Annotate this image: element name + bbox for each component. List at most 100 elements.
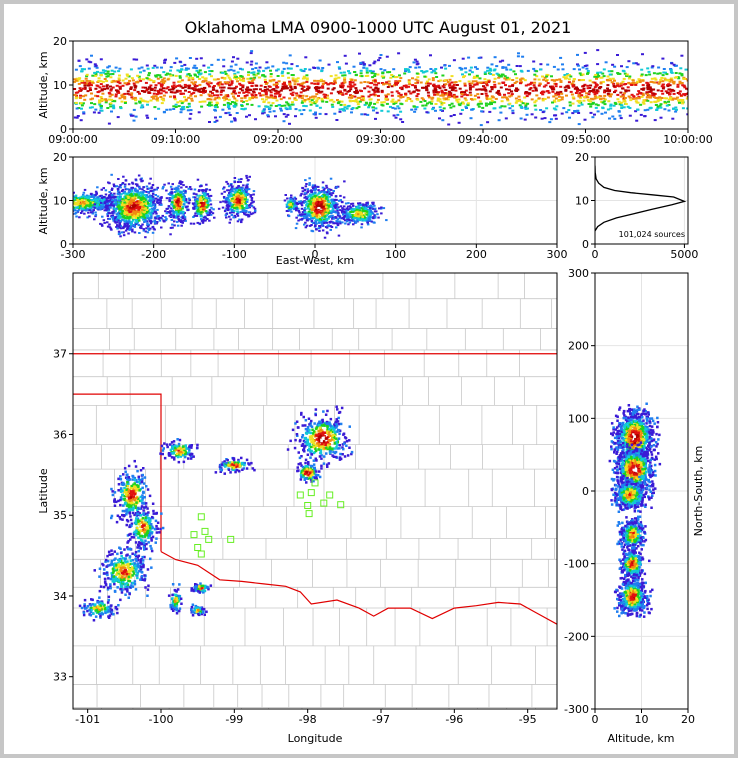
source-dot — [131, 207, 135, 210]
source-dot — [160, 197, 163, 199]
source-dot — [491, 73, 495, 76]
source-dot — [106, 66, 110, 69]
source-dot — [108, 201, 112, 204]
source-dot — [380, 109, 384, 112]
source-dot — [179, 180, 182, 183]
source-dot — [563, 74, 567, 76]
source-dot — [517, 95, 521, 98]
source-dot — [271, 65, 275, 68]
source-dot — [444, 83, 448, 86]
source-dot — [109, 206, 112, 209]
source-dot — [591, 102, 595, 105]
source-dot — [83, 87, 87, 90]
source-dot — [541, 99, 545, 102]
source-dot — [195, 201, 198, 204]
source-dot — [105, 84, 109, 87]
source-dot — [160, 80, 164, 83]
source-dot — [468, 88, 472, 91]
source-dot — [681, 107, 685, 110]
source-dot — [173, 202, 176, 205]
source-dot — [421, 104, 425, 107]
source-dot — [172, 95, 176, 98]
source-dot — [137, 208, 140, 211]
source-dot — [149, 196, 152, 198]
source-dot — [314, 100, 318, 103]
source-dot — [249, 202, 253, 205]
source-dot — [654, 100, 658, 103]
source-dot — [170, 203, 174, 206]
source-dot — [119, 107, 123, 110]
source-dot — [503, 105, 507, 108]
source-dot — [129, 226, 132, 229]
source-dot — [102, 201, 105, 204]
source-dot — [233, 207, 236, 210]
source-dot — [667, 83, 671, 86]
source-dot — [523, 96, 527, 99]
source-dot — [117, 70, 121, 73]
source-dot — [107, 212, 111, 215]
source-dot — [170, 188, 174, 191]
source-dot — [483, 88, 487, 91]
source-dot — [220, 76, 224, 79]
source-dot — [247, 188, 251, 191]
source-dot — [159, 83, 163, 86]
source-dot — [282, 96, 286, 99]
source-dot — [532, 67, 536, 70]
source-dot — [493, 68, 497, 71]
source-dot — [351, 81, 355, 84]
source-dot — [493, 86, 497, 88]
source-dot — [307, 98, 311, 100]
source-dot — [234, 92, 238, 95]
source-dot — [315, 86, 318, 89]
source-dot — [115, 207, 118, 210]
source-dot — [433, 70, 437, 73]
source-dot — [438, 87, 442, 90]
source-dot — [115, 185, 119, 188]
source-dot — [466, 102, 470, 105]
source-dot — [187, 79, 191, 82]
source-dot — [495, 72, 499, 75]
source-dot — [613, 79, 616, 82]
source-dot — [253, 96, 257, 99]
source-dot — [68, 204, 71, 206]
source-dot — [177, 192, 180, 195]
source-dot — [106, 221, 109, 224]
source-dot — [184, 198, 188, 201]
source-dot — [355, 107, 359, 110]
source-dot — [128, 220, 131, 223]
source-dot — [146, 206, 149, 209]
source-dot — [534, 87, 538, 90]
source-dot — [115, 213, 119, 216]
source-dot — [660, 97, 664, 99]
source-dot — [296, 77, 300, 80]
source-dot — [448, 95, 451, 98]
source-dot — [663, 108, 667, 111]
source-dot — [677, 77, 681, 80]
source-dot — [254, 96, 258, 99]
source-dot — [106, 197, 110, 200]
source-dot — [546, 82, 550, 85]
source-dot — [181, 100, 185, 103]
source-dot — [126, 225, 129, 228]
source-dot — [201, 204, 205, 207]
source-dot — [449, 115, 453, 118]
source-dot — [153, 86, 157, 89]
source-dot — [87, 211, 90, 214]
source-dot — [203, 100, 207, 103]
source-dot — [455, 98, 459, 101]
source-dot — [624, 89, 628, 92]
source-dot — [683, 78, 687, 80]
source-dot — [299, 68, 303, 71]
source-dot — [469, 98, 473, 100]
source-dot — [508, 85, 512, 88]
source-dot — [115, 202, 118, 205]
source-dot — [434, 86, 438, 89]
source-dot — [227, 202, 230, 205]
source-dot — [346, 85, 350, 88]
source-dot — [208, 121, 211, 123]
source-dot — [333, 112, 337, 115]
source-dot — [686, 107, 688, 110]
source-dot — [469, 66, 473, 69]
source-dot — [188, 57, 192, 59]
source-dot — [61, 210, 64, 212]
